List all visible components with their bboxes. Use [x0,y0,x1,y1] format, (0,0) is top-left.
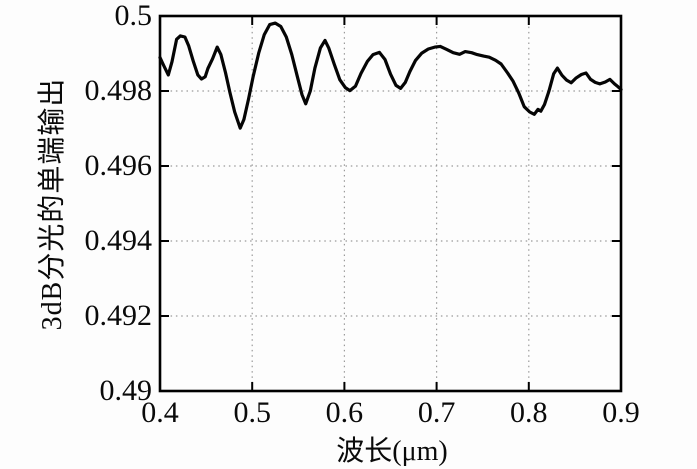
x-tick-label: 0.6 [325,396,364,429]
axes-box [158,14,623,393]
y-tick-label: 0.492 [84,299,153,332]
y-tick-label: 0.498 [84,74,153,107]
y-tick-label: 0.494 [84,224,153,257]
x-tick-label: 0.8 [510,396,548,429]
x-tick-label: 0.7 [417,396,456,429]
y-tick-label: 0.5 [114,0,153,32]
x-tick-label: 0.9 [602,396,640,429]
y-axis-label: 3dB分光的单端输出 [37,77,68,331]
data-curve [158,21,623,130]
x-tick-label: 0.5 [233,396,271,429]
x-axis-label: 波长(μm) [336,436,448,467]
y-tick-label: 0.49 [99,374,153,407]
y-tick-label: 0.496 [84,149,153,182]
x-tick-label: 0.4 [141,396,179,429]
